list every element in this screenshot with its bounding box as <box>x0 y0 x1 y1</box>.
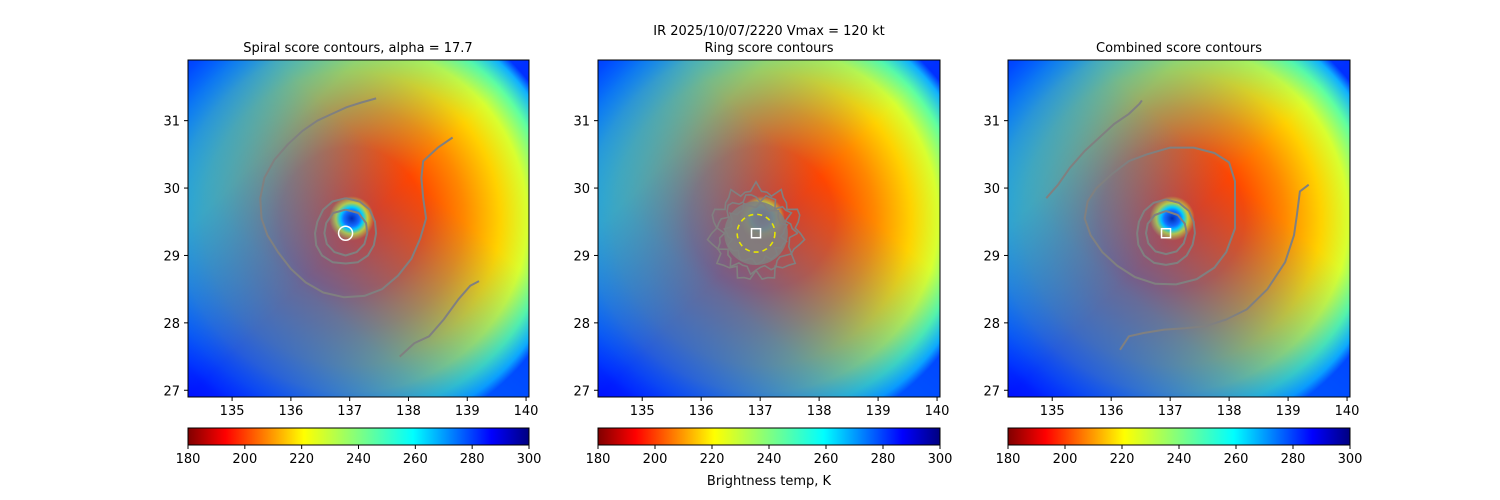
contour-line <box>1136 198 1196 266</box>
panel-ring-axes: 135 136 137 138 139 140 27 28 29 30 31 <box>573 115 949 419</box>
colorbar-tick-label: 280 <box>1281 452 1306 467</box>
panel-combined-center-marker <box>1160 227 1172 239</box>
y-tick-label: 27 <box>983 384 1000 399</box>
colorbar-tick-label: 260 <box>814 452 839 467</box>
ring-contour <box>723 201 789 266</box>
panel-spiral-title: Spiral score contours, alpha = 17.7 <box>243 41 472 56</box>
colorbar-tick-label: 220 <box>700 452 725 467</box>
panel-spiral-axes: 135 136 137 138 139 140 27 28 29 30 31 <box>163 115 538 419</box>
x-tick-label: 135 <box>220 404 245 419</box>
ring-inner-contour <box>736 213 776 253</box>
x-tick-label: 140 <box>1335 404 1360 419</box>
x-tick-label: 136 <box>278 404 303 419</box>
y-tick-label: 30 <box>573 182 590 197</box>
panel-ring: Ring score contours 135 136 137 138 139 140 27… <box>573 41 952 489</box>
ring-contour <box>706 180 806 281</box>
x-tick-label: 136 <box>1099 404 1124 419</box>
colorbar-tick-label: 260 <box>403 452 428 467</box>
ring-contour <box>716 193 799 276</box>
panel-ring-frame <box>597 59 941 398</box>
y-tick-label: 29 <box>983 249 1000 264</box>
x-tick-label: 139 <box>1276 404 1301 419</box>
colorbar-tick-label: 300 <box>1338 452 1363 467</box>
x-tick-label: 137 <box>748 404 773 419</box>
x-tick-label: 135 <box>1040 404 1065 419</box>
panel-combined-contours <box>1045 99 1310 351</box>
contour-line <box>314 197 378 265</box>
x-tick-label: 138 <box>1217 404 1242 419</box>
panel-spiral: Spiral score contours, alpha = 17.7 135 1… <box>163 41 541 467</box>
panel-ring-title: Ring score contours <box>704 41 833 56</box>
x-tick-label: 137 <box>337 404 362 419</box>
colorbar-tick-label: 200 <box>643 452 668 467</box>
colorbar-spiral: 180 200 220 240 260 280 300 <box>176 427 542 467</box>
colorbar-tick-label: 300 <box>928 452 953 467</box>
contour-line <box>323 208 369 257</box>
panel-combined-axes: 135 136 137 138 139 140 27 28 29 30 31 <box>983 115 1359 419</box>
y-tick-label: 30 <box>983 182 1000 197</box>
panel-spiral-frame <box>187 59 530 398</box>
panel-ring-center-marker <box>750 227 762 239</box>
colorbar-tick-label: 200 <box>232 452 257 467</box>
contour-line <box>399 280 480 358</box>
contour-line <box>259 97 454 299</box>
colorbar-tick-label: 180 <box>996 452 1021 467</box>
y-tick-label: 29 <box>163 249 180 264</box>
y-tick-label: 27 <box>573 384 590 399</box>
colorbar-tick-label: 240 <box>346 452 371 467</box>
x-tick-label: 138 <box>807 404 832 419</box>
colorbar-tick-label: 200 <box>1053 452 1078 467</box>
panel-combined-title: Combined score contours <box>1096 41 1262 56</box>
colorbar-tick-label: 280 <box>460 452 485 467</box>
colorbar-tick-label: 300 <box>517 452 542 467</box>
ring-core-fill <box>724 201 788 266</box>
colorbar-tick-label: 180 <box>586 452 611 467</box>
x-tick-label: 135 <box>630 404 655 419</box>
contour-line <box>1119 183 1310 351</box>
center-square-marker <box>750 227 762 239</box>
panel-spiral-contours <box>259 97 480 358</box>
x-tick-label: 140 <box>514 404 539 419</box>
panel-ring-contours <box>706 180 806 281</box>
panel-spiral-center-marker <box>337 225 354 241</box>
panel-combined-image <box>1008 60 1350 397</box>
y-tick-label: 31 <box>573 115 590 130</box>
panel-combined: Combined score contours 135 136 137 138 139 1… <box>983 41 1362 467</box>
panel-combined-frame <box>1007 59 1351 398</box>
y-tick-label: 31 <box>163 115 180 130</box>
x-tick-label: 139 <box>866 404 891 419</box>
contour-line <box>1145 210 1188 256</box>
suptitle: IR 2025/10/07/2220 Vmax = 120 kt <box>653 24 884 39</box>
contour-line <box>1083 146 1236 286</box>
colorbar-tick-label: 240 <box>1167 452 1192 467</box>
colorbar-combined: 180 200 220 240 260 280 300 <box>996 427 1363 467</box>
x-tick-label: 137 <box>1158 404 1183 419</box>
colorbar-label: Brightness temp, K <box>707 474 832 489</box>
y-tick-label: 28 <box>573 317 590 332</box>
y-tick-label: 31 <box>983 115 1000 130</box>
center-circle-marker <box>337 225 354 241</box>
y-tick-label: 27 <box>163 384 180 399</box>
panel-spiral-image <box>188 60 529 397</box>
colorbar-tick-label: 220 <box>289 452 314 467</box>
colorbar-tick-label: 180 <box>176 452 201 467</box>
x-tick-label: 139 <box>455 404 480 419</box>
colorbar-tick-label: 280 <box>871 452 896 467</box>
center-square-marker <box>1160 227 1172 239</box>
colorbar-tick-label: 260 <box>1224 452 1249 467</box>
x-tick-label: 140 <box>925 404 950 419</box>
y-tick-label: 30 <box>163 182 180 197</box>
colorbar-tick-label: 220 <box>1110 452 1135 467</box>
y-tick-label: 28 <box>983 317 1000 332</box>
colorbar-ring: 180 200 220 240 260 280 300 <box>586 427 953 467</box>
x-tick-label: 138 <box>396 404 421 419</box>
contour-line <box>1045 99 1143 199</box>
y-tick-label: 29 <box>573 249 590 264</box>
y-tick-label: 28 <box>163 317 180 332</box>
colorbar-tick-label: 240 <box>757 452 782 467</box>
x-tick-label: 136 <box>689 404 714 419</box>
